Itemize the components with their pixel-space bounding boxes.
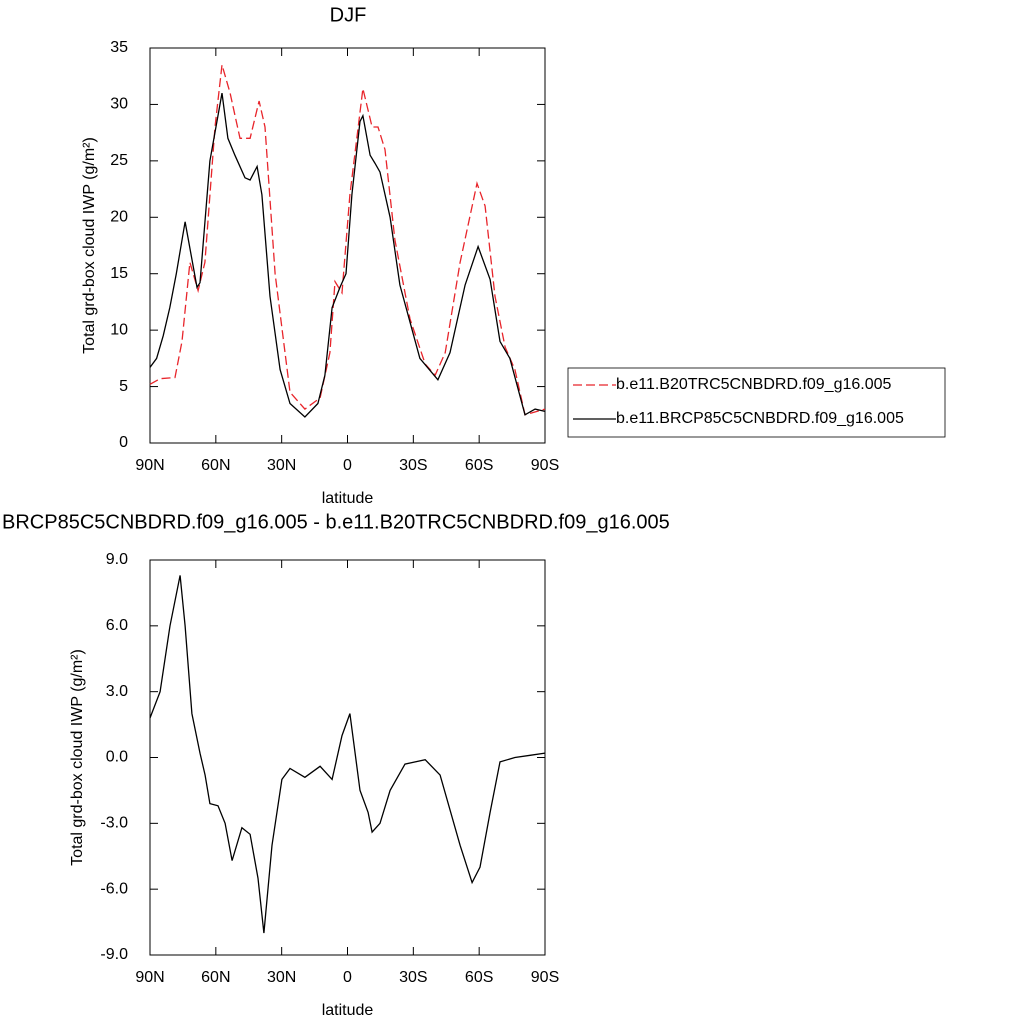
y-tick-label: 25 xyxy=(110,152,128,169)
x-tick-label: 30S xyxy=(399,457,427,474)
y-tick-label: 35 xyxy=(110,39,128,56)
y-tick-label: 0.0 xyxy=(106,749,128,766)
x-tick-label: 30N xyxy=(267,457,296,474)
y-tick-label: 30 xyxy=(110,96,128,113)
x-tick-label: 30S xyxy=(399,969,427,986)
y-tick-label: 5 xyxy=(119,378,128,395)
legend-box xyxy=(567,367,946,438)
x-tick-label: 60S xyxy=(465,457,493,474)
x-tick-label: 30N xyxy=(267,969,296,986)
chart-title: DJF xyxy=(330,4,367,26)
x-tick-label: 90S xyxy=(531,969,559,986)
y-axis-label: Total grd-box cloud IWP (g/m²) xyxy=(81,137,98,354)
x-tick-label: 90N xyxy=(135,457,164,474)
x-tick-label: 60S xyxy=(465,969,493,986)
y-tick-label: -6.0 xyxy=(100,880,128,897)
x-tick-label: 60N xyxy=(201,969,230,986)
x-tick-label: 0 xyxy=(343,969,352,986)
y-tick-label: 10 xyxy=(110,321,128,338)
y-tick-label: 20 xyxy=(110,209,128,226)
y-tick-label: -9.0 xyxy=(100,946,128,963)
x-tick-label: 90N xyxy=(135,969,164,986)
y-tick-label: 6.0 xyxy=(106,617,128,634)
chart-title: BRCP85C5CNBDRD.f09_g16.005 - b.e11.B20TR… xyxy=(2,511,670,533)
y-tick-label: 3.0 xyxy=(106,683,128,700)
x-axis-label: latitude xyxy=(322,1002,374,1019)
data-line xyxy=(149,64,546,416)
x-tick-label: 60N xyxy=(201,457,230,474)
plot-frame xyxy=(149,559,546,956)
y-tick-label: 9.0 xyxy=(106,551,128,568)
y-tick-label: -3.0 xyxy=(100,815,128,832)
x-axis-label: latitude xyxy=(322,490,374,507)
y-tick-label: 0 xyxy=(119,434,128,451)
data-line xyxy=(149,92,546,418)
x-tick-label: 0 xyxy=(343,457,352,474)
legend-label: b.e11.B20TRC5CNBDRD.f09_g16.005 xyxy=(616,376,892,393)
legend-label: b.e11.BRCP85C5CNBDRD.f09_g16.005 xyxy=(616,410,904,427)
y-tick-label: 15 xyxy=(110,265,128,282)
data-line xyxy=(149,575,546,934)
y-axis-label: Total grd-box cloud IWP (g/m²) xyxy=(69,649,86,866)
x-tick-label: 90S xyxy=(531,457,559,474)
